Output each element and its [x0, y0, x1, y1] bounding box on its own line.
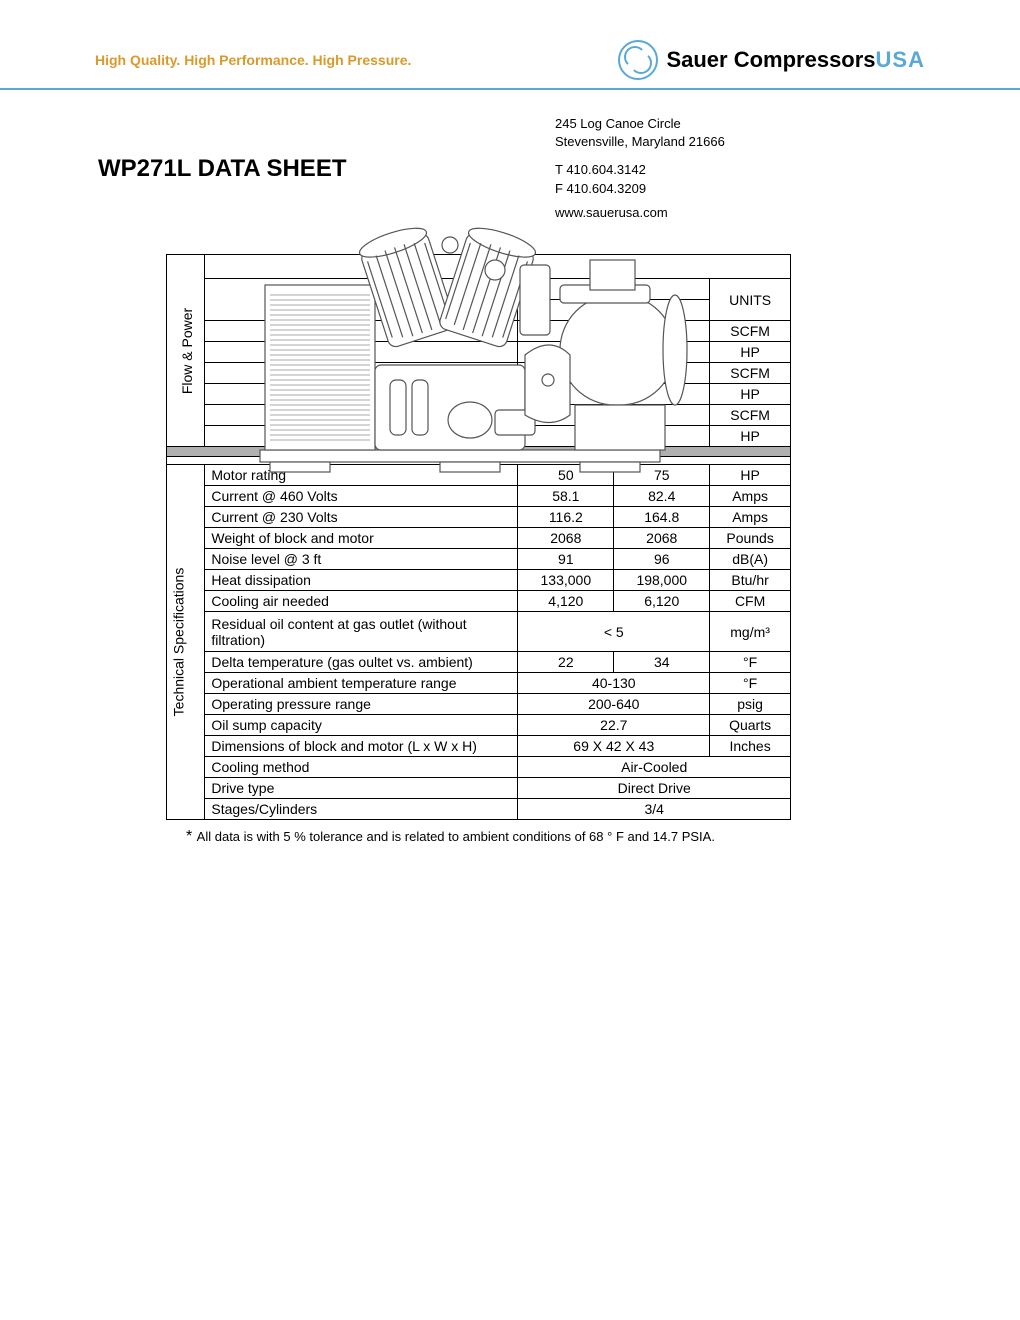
fax: F 410.604.3209 [555, 180, 725, 198]
row-label: Drive type [205, 778, 518, 799]
row-value: 69 X 42 X 43 [518, 736, 710, 757]
row-value: 91 [518, 549, 614, 570]
row-label: Stages/Cylinders [205, 799, 518, 820]
section-tech-spec: Technical Specifications [170, 568, 186, 717]
row-unit: Pounds [710, 528, 791, 549]
row-unit: °F [710, 652, 791, 673]
row-label: Operating pressure range [205, 694, 518, 715]
address-line-1: 245 Log Canoe Circle [555, 115, 725, 133]
row-value: 198,000 [614, 570, 710, 591]
row-value: 22 [518, 652, 614, 673]
row-value: < 5 [518, 612, 710, 652]
section-flow-power: Flow & Power [179, 307, 195, 393]
row-value: 22.7 [518, 715, 710, 736]
row-label: Noise level @ 3 ft [205, 549, 518, 570]
tagline: High Quality. High Performance. High Pre… [95, 52, 411, 68]
row-unit: Amps [710, 507, 791, 528]
row-value: 6,120 [614, 591, 710, 612]
asterisk: * [186, 828, 197, 845]
row-value: 3/4 [518, 799, 791, 820]
row-value: 34 [614, 652, 710, 673]
row-unit: CFM [710, 591, 791, 612]
contact-block: 245 Log Canoe Circle Stevensville, Maryl… [555, 115, 725, 198]
row-unit: mg/m³ [710, 612, 791, 652]
row-unit: psig [710, 694, 791, 715]
row-label: Operational ambient temperature range [205, 673, 518, 694]
unit-cell: SCFM [710, 363, 791, 384]
row-unit: Amps [710, 486, 791, 507]
logo-suffix: USA [876, 47, 925, 72]
footnote: * All data is with 5 % tolerance and is … [186, 828, 715, 846]
logo-icon [618, 40, 658, 80]
logo-main: Sauer Compressors [666, 47, 875, 72]
row-label: Cooling air needed [205, 591, 518, 612]
row-value: Direct Drive [518, 778, 791, 799]
row-value: Air-Cooled [518, 757, 791, 778]
row-value: 133,000 [518, 570, 614, 591]
page-title: WP271L DATA SHEET [98, 155, 346, 183]
row-value: 40-130 [518, 673, 710, 694]
row-label: Cooling method [205, 757, 518, 778]
row-value: 96 [614, 549, 710, 570]
row-value: 164.8 [614, 507, 710, 528]
row-value: 2068 [614, 528, 710, 549]
address-line-2: Stevensville, Maryland 21666 [555, 133, 725, 151]
row-unit: °F [710, 673, 791, 694]
units-header: UNITS [710, 279, 791, 321]
row-label: Current @ 230 Volts [205, 507, 518, 528]
row-label: Residual oil content at gas outlet (with… [205, 612, 518, 652]
unit-cell: HP [710, 384, 791, 405]
phone: T 410.604.3142 [555, 161, 725, 179]
row-label: Current @ 460 Volts [205, 486, 518, 507]
row-value: 200-640 [518, 694, 710, 715]
row-value: 2068 [518, 528, 614, 549]
row-value: 4,120 [518, 591, 614, 612]
row-label: Oil sump capacity [205, 715, 518, 736]
row-unit: Btu/hr [710, 570, 791, 591]
compressor-illustration [240, 225, 700, 485]
row-unit: dB(A) [710, 549, 791, 570]
row-label: Delta temperature (gas oultet vs. ambien… [205, 652, 518, 673]
row-label: Heat dissipation [205, 570, 518, 591]
unit-cell: SCFM [710, 405, 791, 426]
row-value: 82.4 [614, 486, 710, 507]
unit-cell: HP [710, 426, 791, 447]
header: High Quality. High Performance. High Pre… [0, 0, 1020, 90]
row-value: 58.1 [518, 486, 614, 507]
row-unit: HP [710, 465, 791, 486]
row-unit: Quarts [710, 715, 791, 736]
company-logo: Sauer CompressorsUSA [618, 40, 925, 80]
row-label: Dimensions of block and motor (L x W x H… [205, 736, 518, 757]
website: www.sauerusa.com [555, 205, 668, 220]
footnote-text: All data is with 5 % tolerance and is re… [197, 829, 715, 844]
unit-cell: HP [710, 342, 791, 363]
logo-text: Sauer CompressorsUSA [666, 47, 925, 73]
row-label: Weight of block and motor [205, 528, 518, 549]
row-value: 116.2 [518, 507, 614, 528]
unit-cell: SCFM [710, 321, 791, 342]
row-unit: Inches [710, 736, 791, 757]
